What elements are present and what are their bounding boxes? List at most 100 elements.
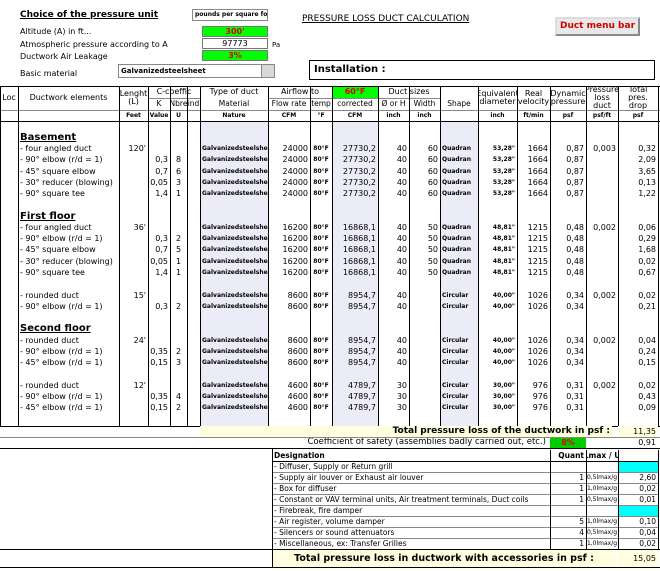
cell: 48,81"	[478, 222, 517, 233]
cell: 24000	[268, 144, 310, 155]
cell: 53,28"	[478, 144, 517, 155]
cell: 50	[409, 256, 440, 267]
cell: 80°F	[310, 234, 332, 245]
column-header: Dynamic pressure	[550, 86, 586, 110]
column-header: Total pres. drop	[618, 86, 658, 110]
cell: 0,5lmax/g	[586, 472, 618, 483]
grid-line	[586, 86, 587, 426]
input: 300'	[202, 26, 268, 37]
cell: 0,34	[550, 301, 586, 312]
cell: 1	[550, 472, 586, 483]
cell: 80°F	[310, 335, 332, 346]
cell: 0,34	[550, 335, 586, 346]
cell: 24000	[268, 189, 310, 200]
cell: 12'	[119, 380, 148, 391]
cell: Galvanizedsteelsheet	[200, 290, 268, 301]
cell: 4	[550, 527, 586, 538]
cell: 80°F	[310, 391, 332, 402]
button[interactable]: Duct menu bar	[555, 17, 640, 36]
cell: - 90° elbow (r/d = 1)	[18, 346, 119, 357]
cell: 15'	[119, 290, 148, 301]
cell: 1215	[517, 245, 550, 256]
cell: 40,00"	[478, 357, 517, 368]
cell: 0,48	[550, 222, 586, 233]
section-title: Second floor	[18, 324, 148, 335]
cell: 0,002	[586, 222, 618, 233]
cell: - Air register, volume damper	[272, 516, 550, 527]
grid-line	[119, 86, 120, 426]
cell: - 90° elbow (r/d = 1)	[18, 155, 119, 166]
label: Altitude (A) in ft...	[18, 26, 198, 37]
grid-line	[658, 86, 659, 426]
input: 3%	[202, 50, 268, 61]
cell: 27730,2	[332, 177, 378, 188]
label: Basic material	[18, 68, 118, 79]
cell: Quadran	[440, 155, 478, 166]
cell: 1	[550, 538, 586, 549]
cell: 1664	[517, 166, 550, 177]
unit-label: inch	[378, 110, 409, 121]
cell: 2,09	[618, 155, 658, 166]
unit-label: inch	[478, 110, 517, 121]
grid-line	[148, 98, 200, 99]
cell: 0,5lmax/g	[586, 494, 618, 505]
cell: 0,34	[550, 357, 586, 368]
cell: 0,05	[148, 177, 170, 188]
cell: 0,48	[550, 256, 586, 267]
cell: 5	[550, 516, 586, 527]
cell: 8600	[268, 346, 310, 357]
cell: 1,68	[618, 245, 658, 256]
unit-label: U	[170, 110, 187, 121]
cell: 48,81"	[478, 245, 517, 256]
cell: Circular	[440, 380, 478, 391]
cell: 0,35	[148, 391, 170, 402]
grid-line	[0, 567, 660, 568]
cell: 1	[550, 494, 586, 505]
cell: 27730,2	[332, 144, 378, 155]
cell: Galvanizedsteelsheet	[200, 222, 268, 233]
cell: 60	[409, 189, 440, 200]
cell: 1664	[517, 177, 550, 188]
cell: 1	[170, 256, 187, 267]
cell: 40	[378, 290, 409, 301]
cell: 1026	[517, 357, 550, 368]
cell: 80°F	[310, 222, 332, 233]
grid-line	[658, 450, 659, 549]
total-label: Total pressure loss of the ductwork in p…	[200, 426, 612, 437]
cell: 2,60	[618, 472, 658, 483]
label: Pa	[270, 40, 290, 51]
cell: Circular	[440, 335, 478, 346]
cell: 0,5lmax/g	[586, 527, 618, 538]
label: Ductwork Air Leakage	[18, 51, 198, 62]
grid-line	[517, 86, 518, 426]
cell: - rounded duct	[18, 335, 119, 346]
dropdown[interactable]: Galvanizedsteelsheet	[118, 64, 275, 78]
column-subheader: Shape	[440, 98, 478, 110]
cell: 8954,7	[332, 301, 378, 312]
cell: 0,7	[148, 245, 170, 256]
grid-line	[0, 121, 660, 122]
cell: 40	[378, 335, 409, 346]
cell: - Silencers or sound attenuators	[272, 527, 550, 538]
cell: 0,01	[618, 494, 658, 505]
grid-line	[148, 86, 149, 426]
cell: 16868,1	[332, 234, 378, 245]
column-subheader: corrected	[332, 98, 378, 110]
cell: 0,13	[618, 177, 658, 188]
cell: 0,04	[618, 335, 658, 346]
cell: 80°F	[310, 346, 332, 357]
cell: 0,48	[550, 245, 586, 256]
cell: 80°F	[310, 357, 332, 368]
cell: 0,04	[618, 527, 658, 538]
cell: 50	[409, 267, 440, 278]
cell: 4600	[268, 391, 310, 402]
cell: Galvanizedsteelsheet	[200, 346, 268, 357]
unit-label: CFM	[332, 110, 378, 121]
cell: Quadran	[440, 267, 478, 278]
cell: 80°F	[310, 267, 332, 278]
cell: 16200	[268, 245, 310, 256]
cell: 976	[517, 380, 550, 391]
safety-value: 0,91	[618, 437, 658, 448]
grid-line	[618, 86, 619, 426]
dropdown[interactable]: pounds per square foot (lbf/sq ft) - 4	[192, 9, 268, 21]
